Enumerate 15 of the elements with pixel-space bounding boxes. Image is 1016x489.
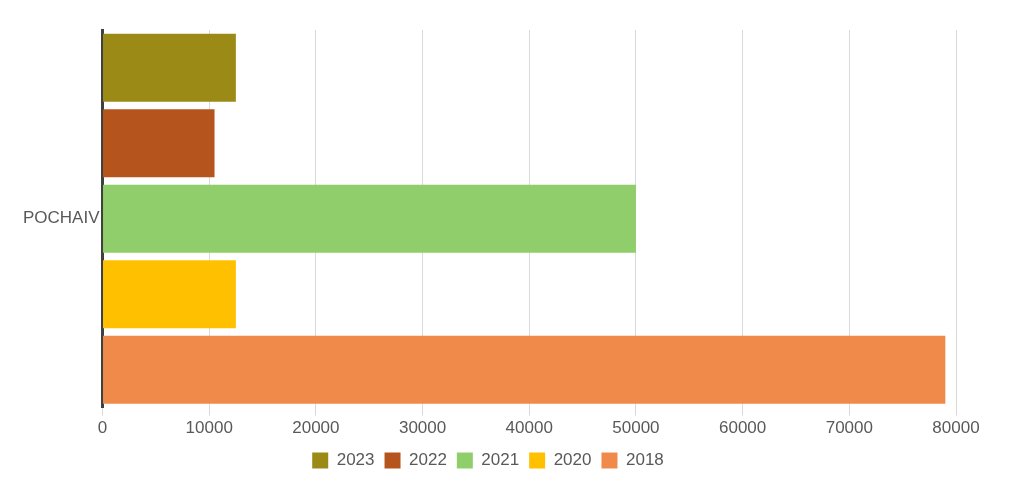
x-tick-label: 20000	[292, 418, 340, 438]
legend-label: 2018	[625, 450, 664, 470]
y-tick-label: POCHAIV	[22, 208, 101, 228]
x-tick-label: 30000	[398, 418, 447, 438]
x-tick-label: 10000	[185, 418, 233, 438]
x-tick-label: 0	[97, 418, 108, 438]
legend-label: 2023	[336, 450, 375, 470]
legend-label: 2020	[553, 450, 592, 470]
x-tick-label: 80000	[932, 418, 980, 438]
legend-label: 2022	[409, 450, 447, 470]
legend-label: 2021	[481, 450, 520, 470]
x-tick-label: 40000	[505, 418, 553, 438]
x-tick-label: 70000	[825, 418, 873, 438]
x-tick-label: 50000	[612, 418, 660, 438]
x-tick-label: 60000	[718, 418, 767, 438]
